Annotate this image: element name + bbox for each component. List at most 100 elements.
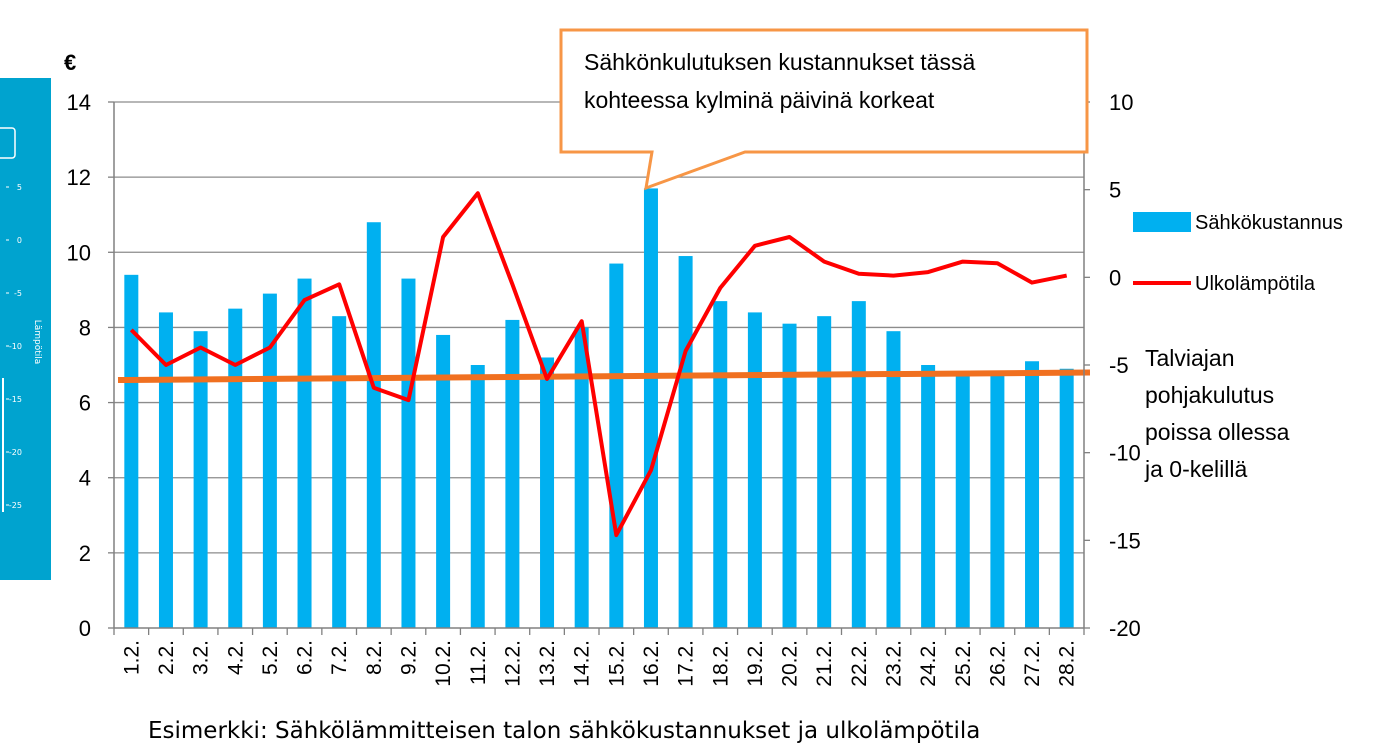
side-tick-label: 0 xyxy=(17,236,22,245)
bar xyxy=(366,222,381,628)
bar xyxy=(886,331,901,628)
left-tick-label: 2 xyxy=(79,541,91,566)
bar xyxy=(678,256,693,628)
bar xyxy=(228,308,243,628)
left-tick-label: 4 xyxy=(79,466,91,491)
x-tick-label: 1.2. xyxy=(120,640,143,675)
bar xyxy=(1059,368,1074,628)
callout-bubble xyxy=(559,28,1089,191)
left-tick-label: 12 xyxy=(67,165,91,190)
x-tick-label: 7.2. xyxy=(328,640,351,675)
x-tick-label: 16.2. xyxy=(640,640,663,687)
x-tick-label: 14.2. xyxy=(571,640,594,687)
left-tick-label: 0 xyxy=(79,616,91,641)
right-tick-label: -5 xyxy=(1109,353,1129,378)
x-tick-label: 17.2. xyxy=(675,640,698,687)
baseline-annotation: Talviajan pohjakulutus poissa ollessa ja… xyxy=(1144,345,1290,482)
right-tick-label: -20 xyxy=(1109,616,1141,641)
side-tick-label: -10 xyxy=(9,342,22,351)
baseline-annotation-line-4: ja 0-kelillä xyxy=(1144,456,1247,482)
bar xyxy=(1025,361,1040,628)
bar xyxy=(401,278,416,628)
left-tick-label: 10 xyxy=(67,240,91,265)
x-tick-label: 28.2. xyxy=(1056,640,1079,687)
side-panel: Lämpötila 5 0 -5 -10 -15 -20 -25 xyxy=(0,78,51,580)
x-tick-label: 18.2. xyxy=(709,640,732,687)
baseline-line xyxy=(117,369,1091,384)
x-tick-label: 24.2. xyxy=(917,640,940,687)
x-tick-label: 23.2. xyxy=(882,640,905,687)
x-tick-label: 5.2. xyxy=(259,640,282,675)
left-axis-ticks: 0 2 4 6 8 10 12 14 xyxy=(67,90,114,641)
x-tick-label: 10.2. xyxy=(432,640,455,687)
bar xyxy=(643,188,658,628)
legend-swatch-bars xyxy=(1133,212,1191,232)
x-tick-label: 26.2. xyxy=(986,640,1009,687)
right-tick-label: 10 xyxy=(1109,90,1133,115)
x-tick-label: 20.2. xyxy=(779,640,802,687)
baseline-annotation-line-3: poissa ollessa xyxy=(1145,419,1290,445)
x-tick-label: 11.2. xyxy=(467,640,490,685)
bar xyxy=(540,357,555,628)
bar xyxy=(505,319,520,628)
baseline-annotation-line-1: Talviajan xyxy=(1145,345,1235,371)
side-tick-label: 5 xyxy=(17,183,22,192)
legend-label-line: Ulkolämpötila xyxy=(1195,273,1316,295)
chart-caption: Esimerkki: Sähkölämmitteisen talon sähkö… xyxy=(148,718,980,744)
bar xyxy=(747,312,762,628)
x-tick-label: 12.2. xyxy=(501,640,524,687)
callout-line-2: kohteessa kylminä päivinä korkeat xyxy=(584,87,935,113)
bar xyxy=(817,316,832,628)
side-panel-box xyxy=(0,127,16,159)
right-tick-label: -10 xyxy=(1109,441,1141,466)
bar xyxy=(955,372,970,628)
x-tick-label: 9.2. xyxy=(397,640,420,675)
legend: Sähkökustannus Ulkolämpötila xyxy=(1133,212,1343,295)
x-axis-ticks: 1.2. 2.2. 3.2. 4.2. 5.2. 6.2. 7.2. 8.2. 9.2. 10.2… xyxy=(113,628,1085,687)
bar xyxy=(574,327,589,628)
bar xyxy=(609,263,624,628)
x-tick-label: 4.2. xyxy=(224,640,247,675)
x-tick-label: 6.2. xyxy=(294,640,317,675)
right-tick-label: 0 xyxy=(1109,265,1121,290)
x-tick-label: 25.2. xyxy=(952,640,975,687)
left-tick-label: 6 xyxy=(79,391,91,416)
callout-line-1: Sähkönkulutuksen kustannukset tässä xyxy=(584,49,975,75)
x-tick-label: 2.2. xyxy=(155,640,178,675)
x-tick-label: 19.2. xyxy=(744,640,767,687)
bar-series xyxy=(124,188,1074,628)
bar xyxy=(436,334,451,628)
bar xyxy=(124,274,139,628)
side-tick-label: -15 xyxy=(9,395,22,404)
side-tick-label: -20 xyxy=(9,448,22,457)
right-axis-ticks: -20 -15 -10 -5 0 5 10 xyxy=(1084,90,1141,641)
left-tick-label: 14 xyxy=(67,90,91,115)
y-axis-unit: € xyxy=(64,50,76,75)
right-tick-label: -15 xyxy=(1109,528,1141,553)
gridlines xyxy=(114,101,1084,554)
bar xyxy=(332,316,347,628)
x-tick-label: 3.2. xyxy=(190,640,213,675)
bar xyxy=(713,301,728,628)
side-tick-label: -5 xyxy=(14,289,22,298)
side-panel-background xyxy=(0,78,51,580)
side-tick-label: -25 xyxy=(9,501,22,510)
bar xyxy=(470,365,485,628)
legend-label-bars: Sähkökustannus xyxy=(1195,212,1343,234)
baseline-annotation-line-2: pohjakulutus xyxy=(1145,382,1274,408)
left-tick-label: 8 xyxy=(79,315,91,340)
bar xyxy=(921,365,936,628)
x-tick-label: 8.2. xyxy=(363,640,386,675)
bar xyxy=(782,323,797,628)
temperature-line xyxy=(129,191,1068,538)
bar xyxy=(297,278,312,628)
bar xyxy=(158,312,173,628)
callout: Sähkönkulutuksen kustannukset tässä koht… xyxy=(559,28,1089,191)
bar xyxy=(193,331,208,628)
x-tick-label: 13.2. xyxy=(536,640,559,687)
right-tick-label: 5 xyxy=(1109,178,1121,203)
x-tick-label: 15.2. xyxy=(605,640,628,687)
x-tick-label: 22.2. xyxy=(848,640,871,687)
x-tick-label: 27.2. xyxy=(1021,640,1044,687)
